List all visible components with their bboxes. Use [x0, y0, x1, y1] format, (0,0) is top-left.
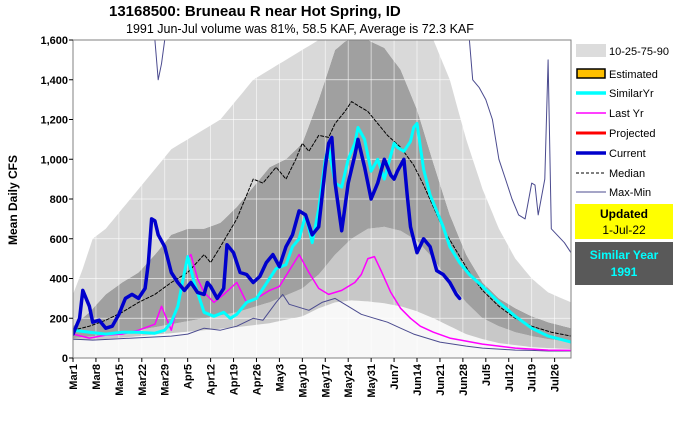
y-axis-label: Mean Daily CFS — [6, 155, 20, 245]
y-tick-label: 400 — [50, 274, 68, 286]
series-line-max-min — [468, 40, 571, 254]
x-tick-label: Jul19 — [527, 364, 539, 392]
y-tick-label: 1,400 — [40, 75, 68, 87]
x-tick-label: Apr26 — [252, 364, 264, 395]
series-line-max-min — [73, 293, 571, 352]
legend-label-similaryr: SimilarYr — [609, 88, 654, 100]
updated-date: 1-Jul-22 — [602, 223, 646, 237]
y-tick-label: 1,000 — [40, 154, 68, 166]
x-tick-label: Mar22 — [137, 364, 149, 396]
chart-title: 13168500: Bruneau R near Hot Spring, ID — [109, 3, 401, 20]
similar-year-label: Similar Year — [590, 248, 659, 262]
updated-box: Updated 1-Jul-22 — [575, 204, 673, 239]
similar-year-box-bg — [575, 242, 673, 285]
x-tick-label: May3 — [274, 364, 286, 392]
x-tick-label: May17 — [320, 364, 332, 398]
y-tick-label: 0 — [62, 353, 68, 365]
x-tick-label: Jun28 — [458, 364, 470, 396]
series-line-current — [73, 135, 462, 336]
y-tick-label: 1,200 — [40, 115, 68, 127]
x-tick-label: Mar1 — [68, 364, 80, 390]
y-tick-label: 600 — [50, 234, 68, 246]
x-tick-label: Jul5 — [481, 364, 493, 386]
y-tick-label: 200 — [50, 313, 68, 325]
y-tick-label: 1,600 — [40, 35, 68, 47]
x-tick-label: Jun21 — [435, 364, 447, 396]
x-tick-label: May31 — [366, 364, 378, 398]
chart-subtitle: 1991 Jun-Jul volume was 81%, 58.5 KAF, A… — [126, 22, 474, 36]
x-axis-ticks: Mar1 Mar8 Mar15 Mar22 Mar29 Apr5 Apr12 Apr19 Apr… — [68, 358, 562, 398]
series-line-similaryr — [73, 122, 571, 344]
legend-label-maxmin: Max-Min — [609, 187, 651, 199]
series-line-last-yr — [73, 253, 571, 352]
x-tick-label: Apr5 — [183, 364, 195, 389]
legend-label-projected: Projected — [609, 128, 655, 140]
x-tick-label: Jul12 — [504, 364, 516, 392]
similar-year-value: 1991 — [611, 265, 638, 279]
legend: 10-25-75-90 Estimated SimilarYr Last Yr … — [576, 44, 669, 199]
x-tick-label: Mar8 — [91, 364, 103, 390]
x-tick-label: Apr19 — [229, 364, 241, 395]
x-tick-label: Apr12 — [206, 364, 218, 395]
x-tick-label: May24 — [343, 363, 355, 398]
x-tick-label: May10 — [297, 364, 309, 398]
band-p75-p90 — [73, 40, 571, 329]
updated-box-bg — [575, 204, 673, 239]
series-line-max-min — [154, 40, 166, 81]
legend-band-swatch — [576, 44, 606, 57]
legend-label-bands: 10-25-75-90 — [609, 46, 669, 58]
legend-estimated-swatch — [576, 68, 606, 79]
x-tick-label: Jun14 — [412, 363, 424, 396]
y-tick-label: 800 — [50, 194, 68, 206]
x-tick-label: Jun7 — [389, 364, 401, 390]
legend-label-lastyr: Last Yr — [609, 108, 644, 120]
plot-area — [72, 39, 572, 359]
y-axis-ticks: 0 200 400 600 800 1,000 1,200 1,400 1,600 — [40, 35, 73, 365]
updated-label: Updated — [600, 207, 648, 221]
grid — [72, 39, 571, 359]
legend-label-estimated: Estimated — [609, 69, 658, 81]
x-tick-label: Mar15 — [114, 364, 126, 396]
series-lines — [73, 40, 571, 352]
legend-label-current: Current — [609, 148, 646, 160]
similar-year-box: Similar Year 1991 — [575, 242, 673, 285]
x-tick-label: Mar29 — [160, 364, 172, 396]
legend-label-median: Median — [609, 168, 645, 180]
x-tick-label: Jul26 — [550, 364, 562, 392]
